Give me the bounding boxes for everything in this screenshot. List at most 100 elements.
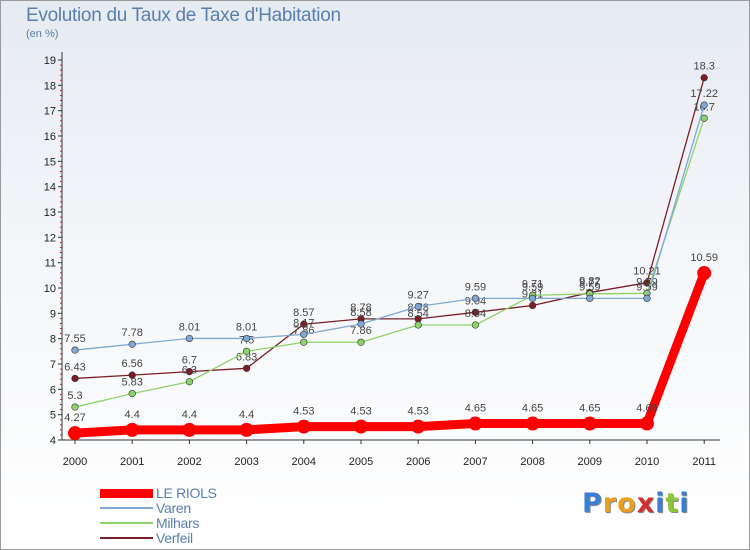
- data-point: [128, 371, 136, 379]
- y-tick-label: 4: [50, 435, 56, 447]
- x-tick-label: 2001: [120, 456, 144, 468]
- data-point: [125, 422, 140, 437]
- data-point: [528, 301, 537, 310]
- data-label: 8.01: [179, 321, 200, 333]
- y-minor-tick: [60, 328, 62, 330]
- y-minor-tick: [60, 115, 62, 117]
- y-minor-tick: [60, 378, 62, 380]
- x-tick-label: 2009: [578, 456, 602, 468]
- data-label: 8.57: [293, 307, 314, 319]
- x-tick-label: 2010: [635, 456, 659, 468]
- y-minor-tick: [60, 196, 62, 198]
- y-minor-tick: [60, 368, 62, 370]
- data-point: [243, 347, 251, 355]
- data-point: [243, 364, 251, 372]
- y-minor-tick: [60, 419, 62, 421]
- data-label: 6.3: [182, 365, 197, 377]
- y-minor-tick: [60, 125, 62, 127]
- data-label: 8.58: [350, 307, 371, 319]
- data-label: 4.65: [579, 403, 600, 415]
- data-point: [643, 294, 651, 302]
- proxiti-logo: Proxiti: [582, 488, 690, 519]
- data-point: [71, 403, 79, 411]
- data-label: 4.65: [522, 403, 543, 415]
- data-label: 7.55: [64, 333, 85, 345]
- data-point: [182, 422, 197, 437]
- data-point: [414, 321, 422, 329]
- y-minor-tick: [60, 282, 62, 284]
- y-minor-tick: [60, 272, 62, 274]
- y-minor-tick: [60, 434, 62, 436]
- series-line-verfeil: [74, 77, 705, 380]
- y-minor-tick: [60, 145, 62, 147]
- data-point: [71, 346, 79, 354]
- data-point: [185, 368, 193, 376]
- legend-swatch: [100, 507, 153, 509]
- data-point: [414, 302, 422, 311]
- logo-letter: i: [655, 488, 666, 519]
- y-tick-label: 16: [44, 131, 56, 143]
- logo-letter: x: [636, 488, 656, 519]
- y-minor-tick: [60, 120, 62, 122]
- data-label: 4.4: [182, 409, 197, 421]
- y-minor-tick: [60, 79, 62, 81]
- x-tick-label: 2002: [177, 456, 201, 468]
- data-point: [68, 426, 82, 441]
- data-label: 4.53: [407, 406, 428, 418]
- y-minor-tick: [60, 424, 62, 426]
- y-tick-label: 18: [44, 80, 56, 92]
- logo-letter: t: [665, 488, 680, 519]
- series-line-varen: [74, 104, 705, 351]
- y-tick-label: 11: [45, 258, 56, 270]
- y-minor-tick: [60, 252, 62, 254]
- y-minor-tick: [60, 257, 62, 259]
- data-point: [300, 320, 308, 328]
- logo-letter: P: [582, 488, 603, 519]
- data-label: 18.3: [693, 61, 714, 73]
- data-label: 7.86: [350, 325, 371, 337]
- data-label: 6.7: [182, 355, 197, 367]
- legend-label: LE RIOLS: [156, 485, 217, 501]
- data-point: [468, 416, 483, 431]
- data-label: 9.59: [522, 281, 543, 293]
- y-minor-tick: [60, 358, 62, 360]
- y-tick-label: 10: [44, 283, 56, 295]
- y-minor-tick: [60, 191, 62, 193]
- y-minor-tick: [60, 322, 62, 324]
- data-point: [354, 419, 368, 434]
- y-minor-tick: [60, 409, 62, 411]
- y-minor-tick: [60, 353, 62, 355]
- y-minor-tick: [60, 393, 62, 395]
- data-point: [586, 294, 594, 302]
- y-minor-tick: [60, 201, 62, 203]
- y-minor-tick: [60, 302, 62, 304]
- data-label: 7.78: [121, 327, 142, 339]
- data-point: [357, 338, 365, 346]
- y-tick-label: 15: [44, 156, 56, 168]
- y-minor-tick: [60, 176, 62, 178]
- chart-subtitle: (en %): [26, 28, 59, 40]
- data-point: [185, 378, 193, 386]
- y-minor-tick: [60, 165, 62, 167]
- x-tick-label: 2000: [63, 456, 87, 468]
- y-minor-tick: [60, 226, 62, 228]
- y-minor-tick: [60, 89, 62, 91]
- logo-letter: i: [679, 488, 690, 519]
- data-label: 8.54: [465, 308, 486, 320]
- y-minor-tick: [60, 383, 62, 385]
- y-minor-tick: [60, 221, 62, 223]
- data-label: 4.53: [293, 406, 314, 418]
- y-minor-tick: [60, 64, 62, 66]
- y-minor-tick: [60, 343, 62, 345]
- data-label: 8.54: [407, 308, 428, 320]
- y-minor-tick: [60, 206, 62, 208]
- y-minor-tick: [60, 170, 62, 172]
- data-point: [640, 416, 654, 431]
- data-label: 9.71: [522, 278, 543, 290]
- y-minor-tick: [60, 94, 62, 96]
- x-tick-label: 2006: [406, 456, 430, 468]
- y-tick-label: 12: [44, 232, 56, 244]
- data-point: [128, 390, 136, 398]
